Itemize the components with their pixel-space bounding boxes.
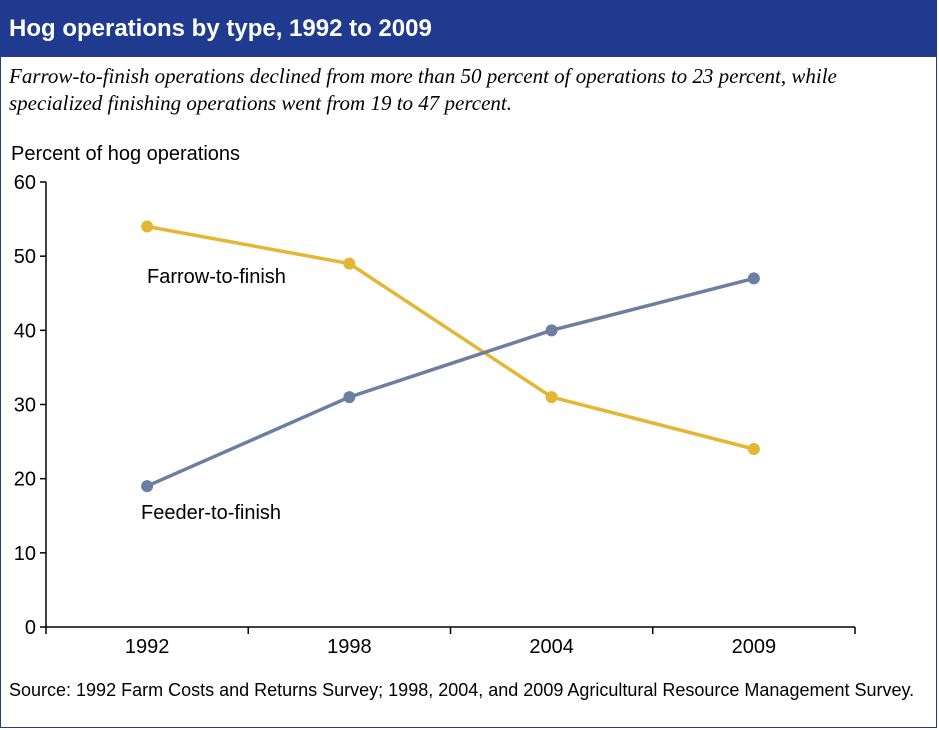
- chart-title: Hog operations by type, 1992 to 2009: [1, 1, 936, 57]
- series-group: [141, 220, 760, 493]
- data-point-farrow-to-finish: [747, 443, 760, 455]
- y-tick-label: 30: [14, 395, 36, 417]
- series-label-feeder-to-finish: Feeder-to-finish: [141, 502, 281, 524]
- data-point-feeder-to-finish: [343, 391, 356, 404]
- y-tick-label: 0: [25, 617, 36, 639]
- x-tick-label: 2009: [732, 636, 777, 658]
- y-tick-label: 10: [14, 543, 36, 565]
- y-tick-label: 50: [14, 246, 36, 268]
- series-label-farrow-to-finish: Farrow-to-finish: [147, 266, 286, 288]
- y-tick-label: 40: [14, 320, 36, 342]
- series-line-farrow-to-finish: [146, 224, 755, 451]
- data-point-feeder-to-finish: [545, 324, 558, 337]
- chart-subtitle: Farrow-to-finish operations declined fro…: [9, 64, 837, 115]
- data-point-feeder-to-finish: [747, 272, 760, 285]
- series-line-feeder-to-finish: [146, 276, 755, 488]
- y-tick-label: 20: [14, 469, 36, 491]
- y-axis-label: Percent of hog operations: [11, 143, 240, 165]
- data-point-farrow-to-finish: [545, 391, 558, 404]
- axes: 0 10 20 30 40 50 60 1992 1998 2004 2009: [14, 172, 856, 658]
- x-tick-label: 1992: [125, 636, 170, 658]
- x-tick-label: 1998: [327, 636, 372, 658]
- data-point-farrow-to-finish: [141, 220, 154, 233]
- y-tick-label: 60: [14, 172, 36, 194]
- data-point-feeder-to-finish: [141, 480, 154, 493]
- data-point-farrow-to-finish: [343, 257, 356, 270]
- x-tick-label: 2004: [529, 636, 574, 658]
- source-note: Source: 1992 Farm Costs and Returns Surv…: [9, 680, 915, 700]
